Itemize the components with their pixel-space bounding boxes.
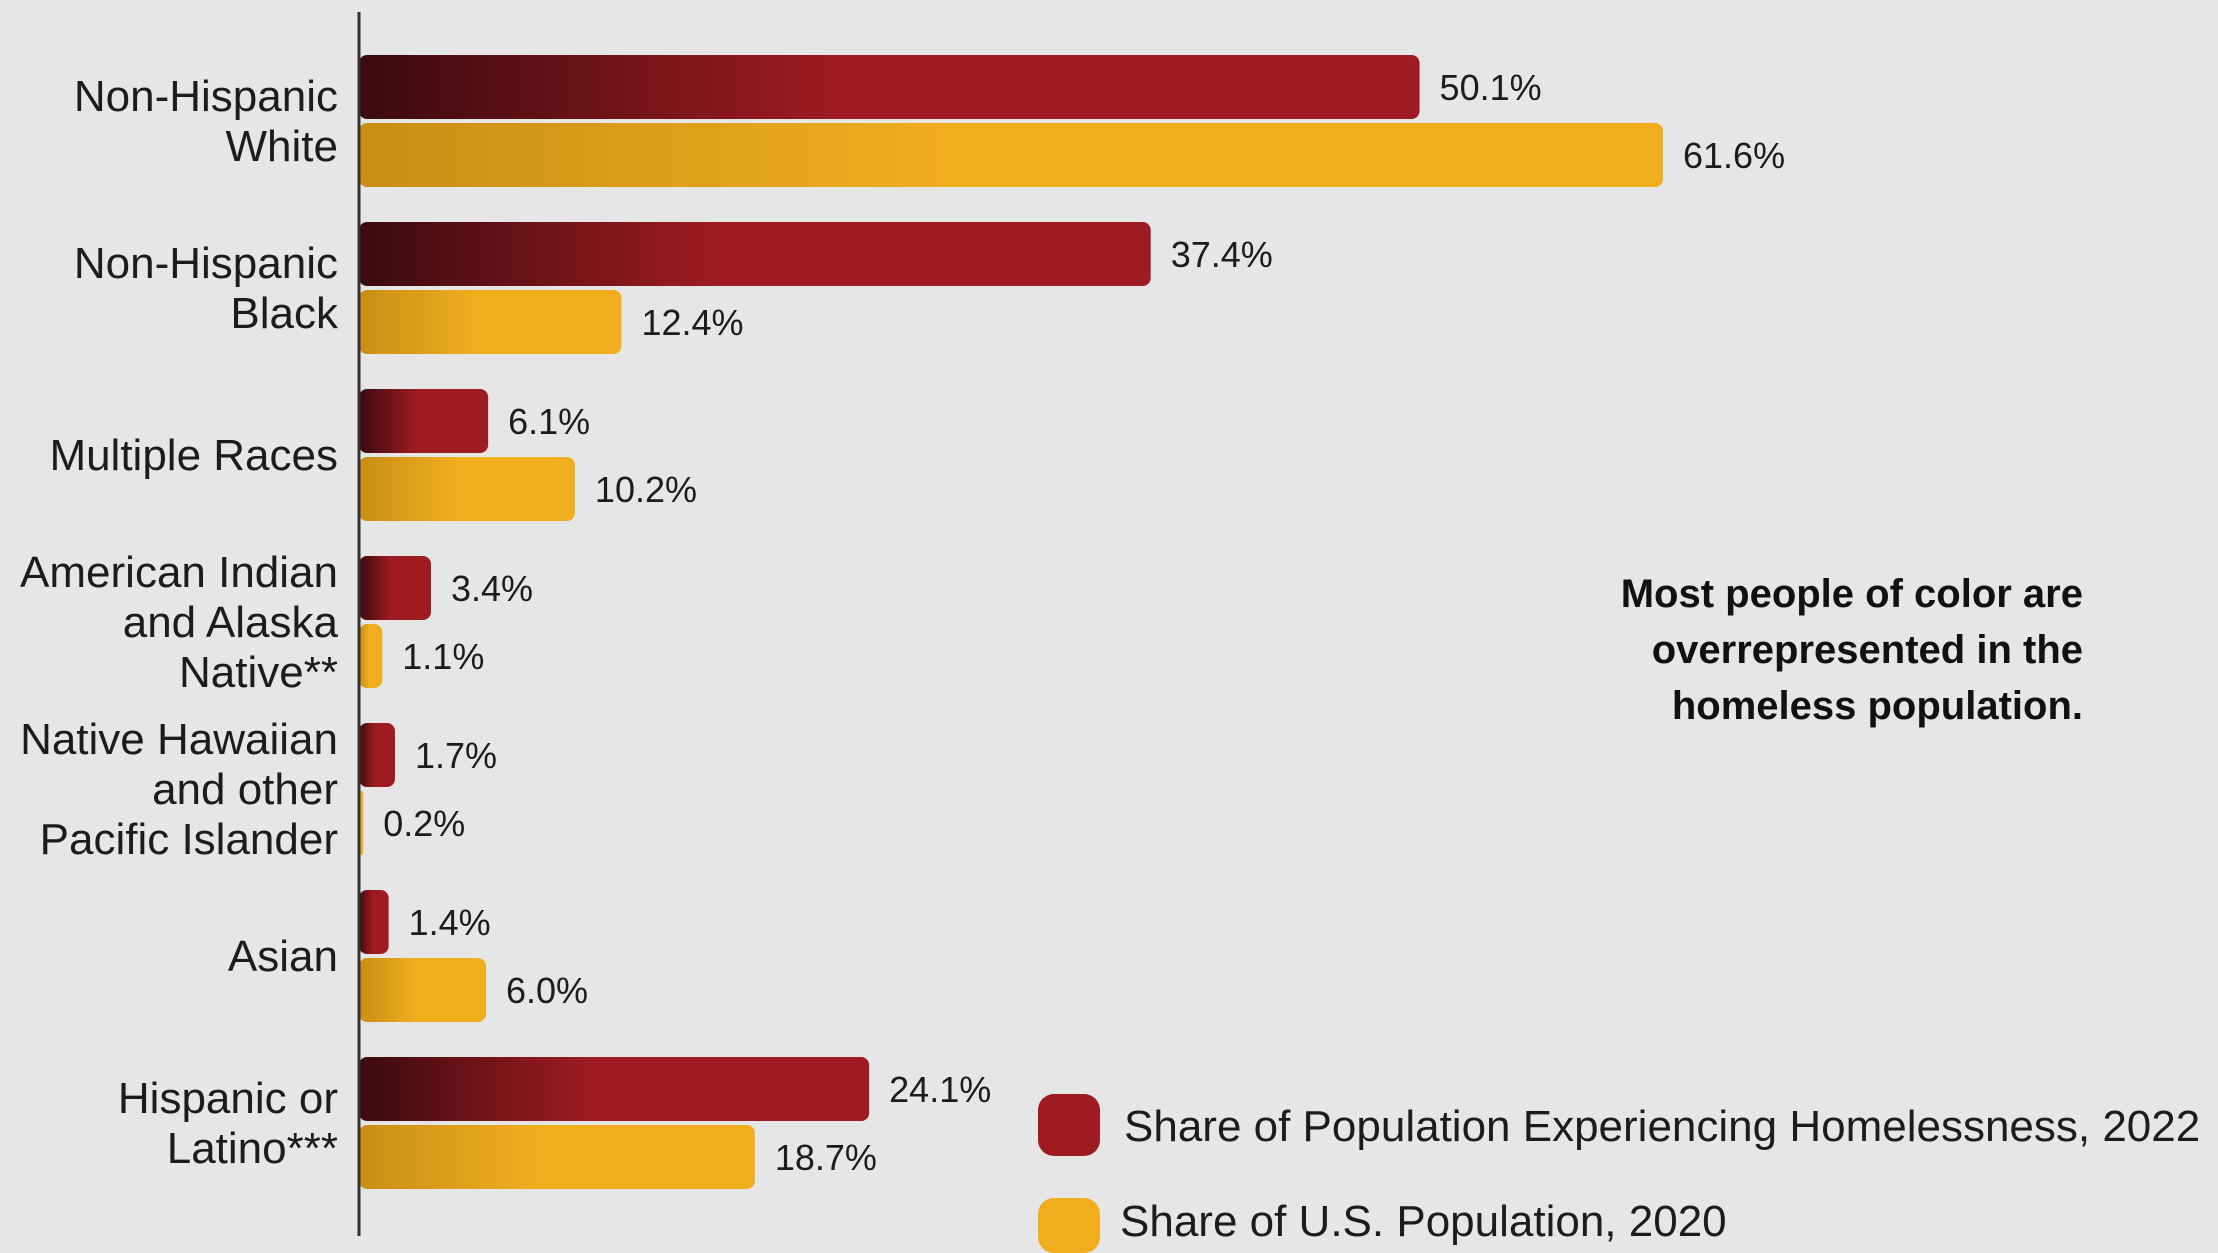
value-label-homelessness-4: 1.7% <box>415 735 497 776</box>
legend: Share of Population Experiencing Homeles… <box>1038 1094 2200 1253</box>
value-label-us-population-1: 12.4% <box>641 302 743 343</box>
value-label-us-population-5: 6.0% <box>506 970 588 1011</box>
annotation: Most people of color are overrepresented … <box>1621 572 2083 728</box>
bar-homelessness-3 <box>359 556 431 620</box>
value-label-us-population-3: 1.1% <box>402 636 484 677</box>
category-0-label: Non-Hispanic White <box>74 72 338 171</box>
value-label-homelessness-3: 3.4% <box>451 568 533 609</box>
bar-us-population-0 <box>359 123 1663 187</box>
bar-us-population-1 <box>359 290 622 354</box>
bar-us-population-5 <box>359 958 487 1022</box>
bars-layer <box>359 55 1663 1189</box>
category-3-label: American Indian and Alaska Native** <box>20 548 338 697</box>
category-2-label: Multiple Races <box>49 431 338 480</box>
bar-homelessness-2 <box>359 389 489 453</box>
value-labels: 50.1% 61.6% 37.4% 12.4% 6.1%10.2% 3.4% 1.1% 1.7… <box>383 67 1785 1178</box>
value-label-us-population-6: 18.7% <box>775 1137 877 1178</box>
value-label-us-population-2: 10.2% <box>595 469 697 510</box>
value-label-homelessness-2: 6.1% <box>508 401 590 442</box>
bar-homelessness-4 <box>359 723 395 787</box>
category-1-label: Non-Hispanic Black <box>74 239 339 338</box>
bar-homelessness-6 <box>359 1057 870 1121</box>
category-5-label: Asian <box>228 932 338 981</box>
value-label-homelessness-0: 50.1% <box>1440 67 1542 108</box>
annotation-text: Most people of color are overrepresented … <box>1621 572 2083 728</box>
category-6-label: Hispanic or Latino*** <box>118 1074 338 1173</box>
value-label-homelessness-6: 24.1% <box>889 1069 991 1110</box>
bar-homelessness-1 <box>359 222 1151 286</box>
value-label-us-population-0: 61.6% <box>1683 135 1785 176</box>
legend-label-us-population: Share of U.S. Population, 2020 <box>1120 1197 1727 1246</box>
legend-label-homelessness: Share of Population Experiencing Homeles… <box>1124 1102 2200 1151</box>
legend-swatch-homelessness <box>1038 1094 1100 1156</box>
category-labels: Non-Hispanic White Non-Hispanic Black Multip… <box>20 72 339 1173</box>
legend-swatch-us-population <box>1038 1198 1100 1253</box>
bar-homelessness-0 <box>359 55 1420 119</box>
bar-us-population-3 <box>359 624 383 688</box>
bar-us-population-6 <box>359 1125 755 1189</box>
value-label-us-population-4: 0.2% <box>383 803 465 844</box>
value-label-homelessness-1: 37.4% <box>1171 234 1273 275</box>
value-label-homelessness-5: 1.4% <box>409 902 491 943</box>
category-4-label: Native Hawaiian and other Pacific Islander <box>20 715 338 864</box>
bar-homelessness-5 <box>359 890 389 954</box>
bar-us-population-2 <box>359 457 575 521</box>
